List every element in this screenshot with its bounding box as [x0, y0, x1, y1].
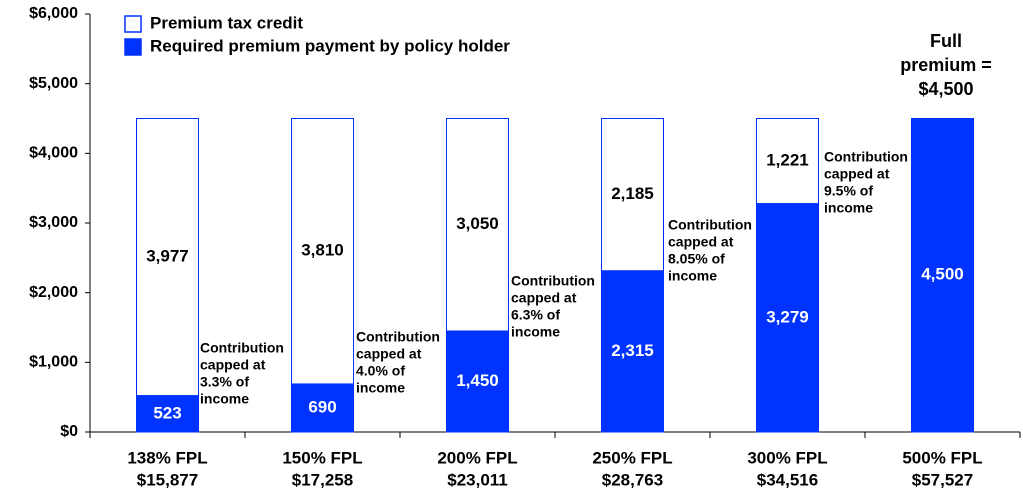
- annotation: Contribution: [511, 273, 595, 289]
- annotation: 8.05% of: [668, 251, 725, 267]
- bar-segment: [756, 118, 819, 205]
- x-tick-label: $15,877: [137, 470, 198, 489]
- value-label: 3,050: [456, 214, 499, 233]
- value-label: 3,977: [146, 247, 189, 266]
- y-tick-label: $3,000: [29, 214, 78, 231]
- legend-swatch: [124, 15, 142, 33]
- bar-segment: [291, 118, 354, 385]
- y-tick-label: $5,000: [29, 75, 78, 92]
- y-tick-label: $4,000: [29, 145, 78, 162]
- bar-segment: [601, 270, 664, 433]
- annotation: 3.3% of: [200, 374, 249, 390]
- annotation: capped at: [200, 357, 266, 373]
- annotation: premium =: [900, 55, 992, 75]
- value-label: 690: [308, 397, 336, 416]
- x-tick-label: $23,011: [447, 470, 508, 489]
- x-tick-label: $57,527: [912, 470, 973, 489]
- annotation: $4,500: [918, 79, 973, 99]
- annotation: income: [200, 391, 249, 407]
- y-tick-label: $6,000: [29, 5, 78, 22]
- x-tick-label: $17,258: [292, 470, 353, 489]
- annotation: income: [356, 380, 405, 396]
- legend-label: Required premium payment by policy holde…: [150, 36, 510, 55]
- annotation: Contribution: [668, 217, 752, 233]
- x-tick-label: 300% FPL: [747, 448, 827, 467]
- value-label: 1,221: [766, 151, 809, 170]
- value-label: 1,450: [456, 371, 499, 390]
- bar-segment: [136, 395, 199, 433]
- bar-segment: [911, 118, 974, 433]
- legend-swatch: [124, 38, 142, 56]
- value-label: 2,185: [611, 184, 654, 203]
- x-tick-label: 138% FPL: [127, 448, 207, 467]
- bar-segment: [446, 118, 509, 332]
- annotation: 6.3% of: [511, 307, 560, 323]
- annotation: Full: [930, 31, 962, 51]
- bar-segment: [756, 203, 819, 433]
- value-label: 3,279: [766, 307, 809, 326]
- annotation: income: [668, 268, 717, 284]
- annotation: 4.0% of: [356, 363, 405, 379]
- annotation: 9.5% of: [824, 183, 873, 199]
- bar-segment: [601, 118, 664, 272]
- value-label: 523: [153, 403, 181, 422]
- value-label: 4,500: [921, 265, 964, 284]
- annotation: capped at: [824, 166, 890, 182]
- annotation: capped at: [668, 234, 734, 250]
- y-tick-label: $0: [60, 423, 78, 440]
- x-tick-label: 150% FPL: [282, 448, 362, 467]
- annotation: income: [511, 324, 560, 340]
- bar-segment: [136, 118, 199, 397]
- x-tick-label: $34,516: [757, 470, 818, 489]
- legend-label: Premium tax credit: [150, 13, 303, 32]
- annotation: Contribution: [356, 329, 440, 345]
- x-tick-label: 500% FPL: [902, 448, 982, 467]
- annotation: capped at: [511, 290, 577, 306]
- y-tick-label: $2,000: [29, 284, 78, 301]
- x-tick-label: $28,763: [602, 470, 663, 489]
- value-label: 3,810: [301, 241, 344, 260]
- annotation: Contribution: [824, 149, 908, 165]
- annotation: capped at: [356, 346, 422, 362]
- x-tick-label: 250% FPL: [592, 448, 672, 467]
- value-label: 2,315: [611, 341, 654, 360]
- y-tick-label: $1,000: [29, 354, 78, 371]
- bar-segment: [446, 330, 509, 433]
- bar-segment: [291, 383, 354, 433]
- x-tick-label: 200% FPL: [437, 448, 517, 467]
- annotation: Contribution: [200, 340, 284, 356]
- annotation: income: [824, 200, 873, 216]
